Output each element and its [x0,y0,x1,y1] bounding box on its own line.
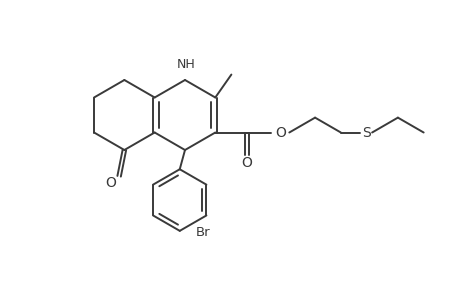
Text: O: O [106,176,116,190]
Text: S: S [361,125,369,140]
Text: O: O [241,156,252,170]
Text: O: O [274,125,285,140]
Text: NH: NH [176,58,195,71]
Text: Br: Br [196,226,210,239]
